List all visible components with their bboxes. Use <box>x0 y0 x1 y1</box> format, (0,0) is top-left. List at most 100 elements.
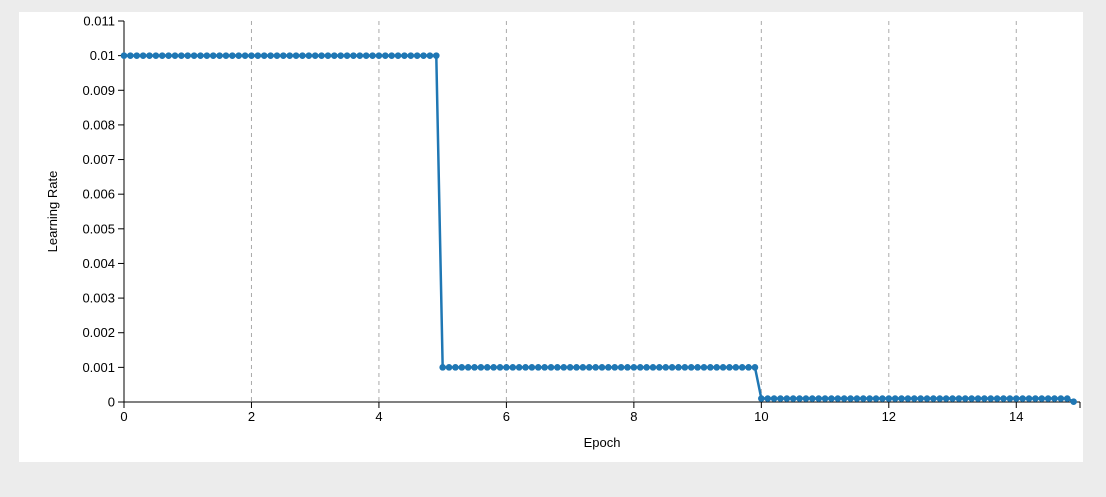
data-point <box>598 364 606 371</box>
data-point <box>178 52 185 59</box>
data-point <box>936 395 944 402</box>
series-learning-rate <box>120 52 1077 405</box>
learning-rate-chart: 0 0.001 0.002 0.003 0.004 0.005 0.006 0.007 0.00… <box>45 14 1081 450</box>
data-point <box>579 364 587 371</box>
data-point <box>139 52 147 59</box>
data-point <box>656 364 663 371</box>
data-point <box>732 364 740 371</box>
data-point <box>566 364 574 371</box>
data-point <box>1000 395 1007 402</box>
data-point <box>260 52 268 59</box>
y-tick-label: 0.01 <box>90 48 115 63</box>
data-point <box>605 364 612 371</box>
data-point <box>1025 395 1033 402</box>
data-point <box>337 52 344 59</box>
data-point <box>745 364 752 371</box>
data-point <box>923 395 931 402</box>
data-point <box>853 395 861 402</box>
data-point <box>898 395 905 402</box>
data-point <box>445 364 453 371</box>
data-point <box>738 364 746 371</box>
data-point <box>426 52 434 59</box>
data-point <box>828 395 835 402</box>
y-tick-label: 0.009 <box>82 83 115 98</box>
data-point <box>624 364 631 371</box>
y-tick-label: 0.007 <box>82 152 115 167</box>
data-point <box>273 52 281 59</box>
data-point <box>993 395 1001 402</box>
data-point <box>1006 395 1014 402</box>
data-point <box>802 395 810 402</box>
data-point <box>388 52 395 59</box>
data-point <box>197 52 204 59</box>
data-point <box>324 52 332 59</box>
data-point <box>209 52 217 59</box>
data-point <box>483 364 491 371</box>
data-point <box>1057 395 1065 402</box>
data-point <box>305 52 313 59</box>
x-tick-label: 0 <box>120 409 127 424</box>
data-point <box>292 52 300 59</box>
data-point <box>713 364 721 371</box>
data-point <box>375 52 383 59</box>
data-point <box>847 395 854 402</box>
data-point <box>235 52 243 59</box>
data-point <box>464 364 472 371</box>
data-point <box>407 52 415 59</box>
data-point <box>592 364 599 371</box>
data-point <box>382 52 389 59</box>
data-point <box>171 52 179 59</box>
data-point <box>1051 395 1058 402</box>
data-point <box>821 395 829 402</box>
x-tick-label: 4 <box>375 409 382 424</box>
data-point <box>668 364 676 371</box>
data-point <box>834 395 842 402</box>
data-point <box>496 364 504 371</box>
y-tick-label: 0.004 <box>82 256 115 271</box>
data-point <box>1038 395 1046 402</box>
chart-panel: 0 0.001 0.002 0.003 0.004 0.005 0.006 0.007 0.00… <box>19 12 1083 462</box>
series-line <box>124 54 1075 403</box>
data-point <box>152 52 160 59</box>
data-point <box>248 52 255 59</box>
data-point <box>267 52 274 59</box>
data-point <box>503 364 510 371</box>
data-point <box>286 52 294 59</box>
data-point <box>1032 395 1039 402</box>
data-point <box>866 395 873 402</box>
data-point <box>796 395 803 402</box>
data-point <box>560 364 568 371</box>
data-point <box>726 364 733 371</box>
data-point <box>681 364 689 371</box>
data-point <box>241 52 249 59</box>
data-point <box>413 52 421 59</box>
data-point <box>452 364 459 371</box>
data-point <box>1019 395 1026 402</box>
data-point <box>534 364 542 371</box>
data-point <box>1063 395 1071 402</box>
x-tick-label: 6 <box>503 409 510 424</box>
data-point <box>158 52 166 59</box>
data-point <box>707 364 714 371</box>
data-point <box>222 52 230 59</box>
data-point <box>719 364 727 371</box>
y-tick-label: 0.005 <box>82 221 115 236</box>
data-point <box>777 395 784 402</box>
data-point <box>547 364 555 371</box>
data-point <box>394 52 402 59</box>
data-point <box>343 52 351 59</box>
data-point <box>949 395 956 402</box>
data-point <box>439 364 446 371</box>
data-point <box>930 395 937 402</box>
data-point <box>458 364 466 371</box>
data-point <box>554 364 561 371</box>
data-point <box>573 364 580 371</box>
y-tick-label: 0.001 <box>82 360 115 375</box>
y-tick-label: 0.006 <box>82 187 115 202</box>
data-point <box>203 52 211 59</box>
data-point <box>515 364 523 371</box>
data-point <box>190 52 198 59</box>
data-point <box>490 364 497 371</box>
data-point <box>987 395 995 402</box>
data-point <box>318 52 325 59</box>
